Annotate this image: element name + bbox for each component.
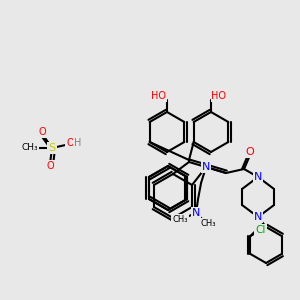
Text: Cl: Cl xyxy=(255,225,266,235)
Text: HO: HO xyxy=(152,91,166,101)
Text: O: O xyxy=(246,147,254,157)
Text: CH₃: CH₃ xyxy=(22,143,38,152)
Text: N: N xyxy=(254,172,262,182)
Text: HO: HO xyxy=(212,91,226,101)
Text: O: O xyxy=(66,138,74,148)
Text: N: N xyxy=(254,212,262,222)
Text: O: O xyxy=(46,161,54,171)
Text: S: S xyxy=(48,143,56,153)
Text: CH₃: CH₃ xyxy=(172,214,188,224)
Text: CH₃: CH₃ xyxy=(200,218,216,227)
Text: N: N xyxy=(202,162,210,172)
Text: H: H xyxy=(74,138,82,148)
Text: O: O xyxy=(38,127,46,137)
Text: N: N xyxy=(192,208,200,218)
